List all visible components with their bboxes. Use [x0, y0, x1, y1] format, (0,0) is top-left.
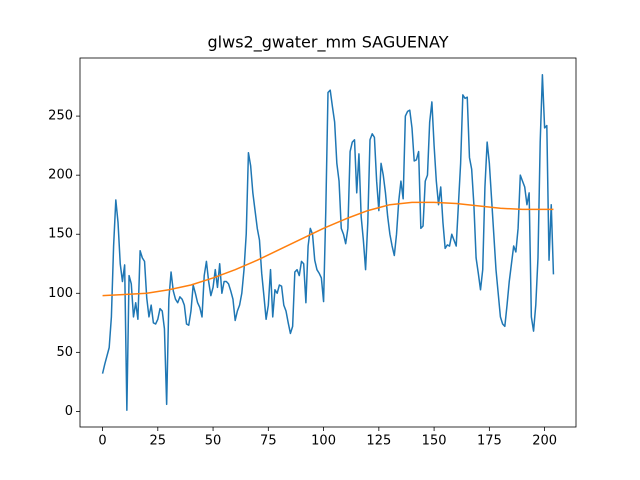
y-tick-label: 200 — [48, 168, 73, 183]
x-tick-label: 50 — [205, 434, 222, 449]
x-tick-label: 75 — [260, 434, 277, 449]
line-series — [102, 201, 554, 297]
axes-frame — [79, 57, 577, 428]
y-tick-label: 100 — [48, 286, 73, 301]
y-tick-label: 150 — [48, 227, 73, 242]
y-tick-label: 50 — [56, 345, 73, 360]
x-tick-label: 200 — [532, 434, 557, 449]
y-tick-label: 0 — [65, 404, 73, 419]
x-tick-label: 125 — [366, 434, 391, 449]
x-tick-label: 25 — [150, 434, 167, 449]
x-tick-label: 150 — [422, 434, 447, 449]
line-series — [101, 74, 555, 411]
x-tick-label: 100 — [311, 434, 336, 449]
x-tick-label: 175 — [477, 434, 502, 449]
chart-title: glws2_gwater_mm SAGUENAY — [208, 33, 449, 53]
x-tick-label: 0 — [98, 434, 106, 449]
y-tick-label: 250 — [48, 109, 73, 124]
